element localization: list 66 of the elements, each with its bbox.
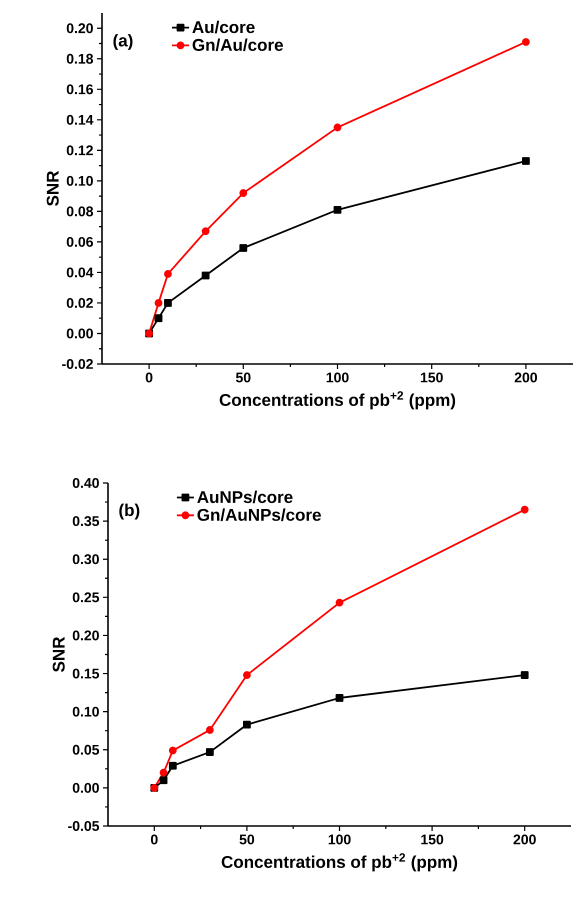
point [520,506,529,514]
legend-label: Gn/Au/core [192,38,283,52]
point [336,694,344,702]
y-tick-label: 0.18 [66,54,94,64]
point [336,598,344,607]
y-axis-title: SNR [52,636,65,672]
x-tick-label: 150 [420,372,443,382]
point [202,227,210,236]
legend-label: Gn/AuNPs/core [198,508,321,522]
point [334,206,342,214]
y-tick-label: 0.00 [66,328,93,338]
y-tick-label: 0.20 [72,630,99,640]
y-axis-title: SNR [46,170,59,206]
x-tick-label: 0 [150,834,158,844]
x-tick-label: 200 [514,372,538,382]
x-tick-label: 100 [326,372,349,382]
legend-label: AuNPs/core [197,490,293,504]
x-axis-title: Concentrations of pb$^{+2}$ (ppm) [220,391,456,410]
y-tick-label: 0.25 [72,592,100,602]
x-tick-label: 50 [240,834,254,844]
x-tick-label: 200 [514,834,536,844]
y-tick-label: -0.02 [62,359,93,369]
y-tick-label: 0.04 [66,267,94,278]
point [164,299,172,307]
y-tick-label: 0.10 [66,176,93,186]
point [164,270,172,278]
x-tick-label: 150 [421,834,444,844]
point [154,314,162,322]
y-tick-label: 0.12 [66,145,93,156]
annotation: (b) [119,504,140,520]
legend-label: Au/core [192,20,255,34]
y-tick-label: 0.30 [72,554,99,564]
point [160,776,168,784]
y-tick-label: 0.14 [66,114,94,125]
y-tick-label: 0.35 [72,516,100,526]
y-tick-label: -0.05 [68,821,100,831]
point [522,157,530,165]
y-tick-label: 0.16 [66,84,93,94]
point [206,748,214,756]
point [520,671,529,679]
y-tick-label: 0.05 [72,744,100,755]
point [243,671,251,679]
point [206,726,214,734]
point [168,762,177,770]
point [202,272,210,280]
point [154,299,162,307]
y-tick-label: 0.08 [66,206,94,216]
annotation: (a) [113,34,133,50]
y-tick-label: 0.02 [66,298,93,308]
y-tick-label: 0.06 [66,236,93,247]
point [239,244,248,252]
point [522,38,530,46]
point [243,720,251,729]
y-tick-label: 0.20 [66,23,93,34]
x-axis-title: Concentrations of pb$^{+2}$ (ppm) [222,853,458,872]
point [168,746,177,754]
x-tick-label: 0 [146,372,152,382]
x-tick-label: 100 [328,834,351,844]
point [239,189,248,197]
point [334,124,342,132]
y-tick-label: 0.15 [72,668,100,679]
y-tick-label: 0.00 [72,782,99,793]
y-tick-label: 0.40 [72,478,99,488]
y-tick-label: 0.10 [72,706,99,717]
point [160,768,168,777]
x-tick-label: 50 [236,372,251,382]
